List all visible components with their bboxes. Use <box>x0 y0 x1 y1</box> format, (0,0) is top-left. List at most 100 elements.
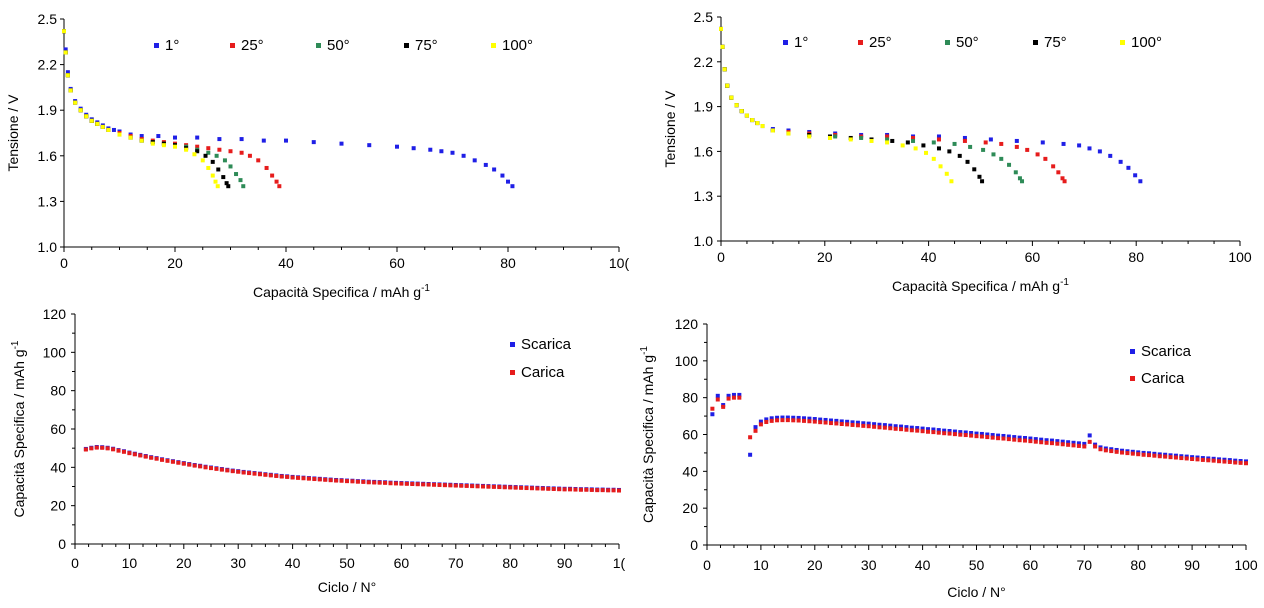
data-point <box>239 137 244 142</box>
data-point <box>739 109 744 114</box>
data-point <box>459 483 464 488</box>
data-point <box>215 184 220 189</box>
data-point <box>426 482 431 487</box>
data-point <box>317 477 322 482</box>
data-point <box>301 476 306 481</box>
legend-marker <box>491 43 496 48</box>
data-point <box>725 83 730 88</box>
x-tick-label: 70 <box>1077 557 1093 573</box>
x-axis-title: Capacità Specifica / mAh g-1 <box>253 283 430 300</box>
data-point <box>1014 138 1019 143</box>
data-point <box>796 418 801 423</box>
data-point <box>89 118 94 123</box>
data-point <box>510 184 515 189</box>
data-point <box>421 482 426 487</box>
y-tick-label: 120 <box>43 306 67 322</box>
data-point <box>845 422 850 427</box>
data-point <box>936 430 941 435</box>
legend-label: 100° <box>502 37 533 54</box>
data-point <box>1028 436 1033 441</box>
data-point <box>238 178 243 183</box>
data-point <box>206 146 211 151</box>
y-tick-label: 20 <box>682 500 698 516</box>
data-point <box>328 478 333 483</box>
data-point <box>1055 441 1060 446</box>
data-point <box>217 147 222 152</box>
data-point <box>861 423 866 428</box>
data-point <box>1200 457 1205 462</box>
data-point <box>1125 451 1130 456</box>
data-point <box>236 469 241 474</box>
data-point <box>748 435 753 440</box>
data-point <box>1044 438 1049 443</box>
data-point <box>737 392 742 397</box>
data-point <box>94 445 99 450</box>
data-point <box>535 486 540 491</box>
data-point <box>411 146 416 151</box>
data-point <box>786 131 791 136</box>
data-point <box>1071 443 1076 448</box>
data-point <box>274 179 279 184</box>
data-point <box>121 449 126 454</box>
data-point <box>221 175 226 180</box>
data-point <box>972 167 977 172</box>
data-point <box>492 167 497 172</box>
data-point <box>807 416 812 421</box>
data-point <box>1120 450 1125 455</box>
y-tick-label: 2.5 <box>694 9 714 25</box>
data-point <box>519 485 524 490</box>
data-point <box>958 430 963 435</box>
data-point <box>710 406 715 411</box>
data-point <box>296 475 301 480</box>
data-point <box>1060 176 1065 181</box>
data-point <box>899 427 904 432</box>
data-point <box>893 426 898 431</box>
data-point <box>775 418 780 423</box>
data-point <box>62 29 66 34</box>
data-point <box>483 162 488 167</box>
data-point <box>1087 146 1092 151</box>
data-point <box>513 485 518 490</box>
data-point <box>261 138 266 143</box>
legend-marker <box>316 43 321 48</box>
data-point <box>524 486 529 491</box>
data-point <box>546 486 551 491</box>
x-tick-label: 40 <box>278 255 294 271</box>
data-point <box>500 173 505 178</box>
data-point <box>1039 440 1044 445</box>
data-point <box>252 471 257 476</box>
legend-label: 50° <box>956 34 979 51</box>
data-point <box>1206 458 1211 463</box>
data-point <box>361 479 366 484</box>
data-point <box>83 447 88 452</box>
y-axis-title-sup: -1 <box>10 340 21 349</box>
data-point <box>969 431 974 436</box>
data-point <box>228 149 233 154</box>
data-point <box>833 134 838 139</box>
data-point <box>924 150 929 155</box>
data-point <box>116 448 121 453</box>
data-point <box>1179 456 1184 461</box>
data-point <box>931 427 936 432</box>
x-tick-label: 10 <box>122 555 138 571</box>
data-point <box>952 141 957 146</box>
legend-label: 25° <box>869 34 892 51</box>
data-point <box>980 179 985 184</box>
data-point <box>1012 435 1017 440</box>
data-point <box>1056 170 1061 175</box>
data-point <box>996 433 1001 438</box>
data-point <box>388 481 393 486</box>
data-point <box>241 470 246 475</box>
x-tick-label: 10( <box>609 255 630 271</box>
data-point <box>529 486 534 491</box>
data-point <box>845 419 850 424</box>
data-point <box>366 480 371 485</box>
data-point <box>1006 434 1011 439</box>
legend-label: 25° <box>241 37 264 54</box>
data-point <box>284 138 288 143</box>
data-point <box>274 473 279 478</box>
data-point <box>611 488 616 493</box>
legend-marker <box>1130 349 1135 354</box>
data-point <box>791 418 796 423</box>
data-point <box>311 140 316 145</box>
